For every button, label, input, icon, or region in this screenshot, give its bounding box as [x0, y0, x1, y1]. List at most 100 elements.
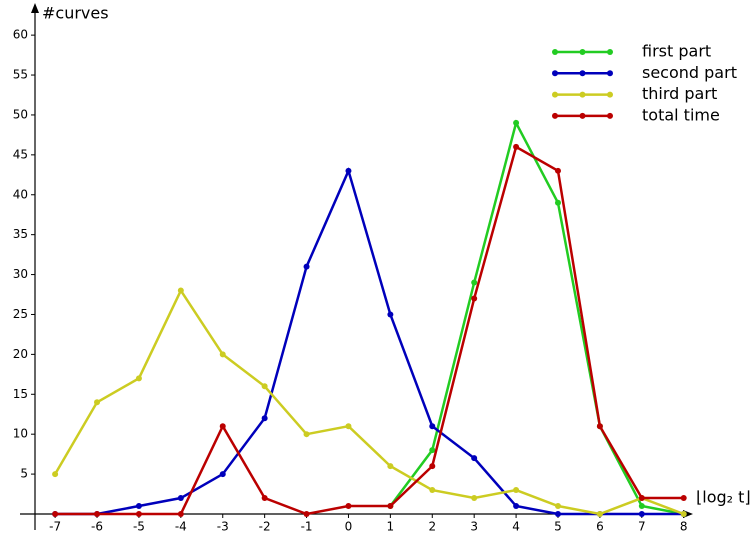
- data-point: [596, 423, 603, 430]
- data-point: [387, 311, 394, 318]
- data-point: [345, 423, 352, 430]
- legend-label: total time: [642, 105, 720, 124]
- data-point: [513, 119, 520, 126]
- data-point: [52, 471, 59, 478]
- data-point: [554, 511, 561, 517]
- legend-label: first part: [642, 42, 711, 61]
- data-point: [261, 495, 268, 502]
- x-tick-label: 6: [596, 520, 604, 534]
- legend-dot: [579, 70, 586, 77]
- data-point: [219, 351, 226, 358]
- data-point: [554, 503, 561, 510]
- data-point: [303, 511, 310, 517]
- data-point: [177, 511, 184, 517]
- x-tick-label: 4: [512, 520, 520, 534]
- x-tick-label: 8: [680, 520, 688, 534]
- data-point: [680, 495, 687, 502]
- y-axis-label: #curves: [42, 4, 109, 23]
- y-tick-label: 55: [13, 68, 28, 82]
- x-tick-label: 3: [470, 520, 478, 534]
- data-point: [219, 423, 226, 430]
- data-point: [177, 495, 184, 502]
- data-point: [135, 375, 142, 382]
- data-point: [345, 167, 352, 174]
- x-tick-label: -1: [301, 520, 313, 534]
- data-point: [429, 463, 436, 470]
- x-tick-label: -5: [133, 520, 145, 534]
- data-point: [638, 495, 645, 502]
- legend-dot: [607, 91, 613, 98]
- legend-dot: [552, 91, 558, 98]
- data-point: [261, 383, 268, 390]
- series-line: [389, 119, 684, 516]
- data-point: [554, 199, 561, 206]
- x-tick-label: 2: [428, 520, 436, 534]
- data-point: [554, 167, 561, 174]
- legend-dot: [607, 112, 613, 119]
- data-point: [471, 495, 478, 502]
- x-tick-label: -4: [175, 520, 187, 534]
- y-tick-label: 25: [13, 307, 28, 321]
- data-point: [638, 511, 645, 517]
- data-point: [429, 447, 436, 454]
- data-point: [638, 503, 645, 510]
- legend-dot: [607, 49, 613, 55]
- data-point: [135, 503, 142, 510]
- data-point: [135, 511, 142, 517]
- data-point: [513, 503, 520, 510]
- data-point: [429, 487, 436, 494]
- data-point: [471, 295, 478, 302]
- y-tick-label: 40: [13, 187, 28, 201]
- data-point: [303, 263, 310, 270]
- y-axis-arrow: [31, 3, 39, 13]
- y-tick-label: 60: [13, 28, 28, 42]
- x-tick-label: -7: [49, 520, 61, 534]
- data-point: [94, 511, 101, 517]
- data-point: [513, 487, 520, 494]
- legend-dot: [552, 49, 558, 55]
- x-tick-label: -6: [91, 520, 103, 534]
- data-point: [429, 423, 436, 430]
- data-point: [471, 279, 478, 286]
- legend-dot: [579, 112, 586, 119]
- legend-dot: [579, 91, 586, 98]
- data-point: [94, 399, 101, 406]
- y-tick-label: 35: [13, 227, 28, 241]
- x-tick-label: 5: [554, 520, 562, 534]
- y-tick-label: 45: [13, 147, 28, 161]
- y-tick-label: 50: [13, 107, 28, 121]
- data-point: [596, 511, 603, 517]
- series-line: [54, 287, 685, 516]
- x-tick-label: 0: [345, 520, 353, 534]
- data-point: [680, 511, 687, 517]
- x-tick-label: 7: [638, 520, 646, 534]
- legend-dot: [579, 49, 586, 55]
- legend-label: third part: [642, 84, 717, 103]
- y-tick-label: 30: [13, 267, 28, 281]
- x-axis-label: ⌊log₂ t⌋: [696, 488, 751, 507]
- data-point: [387, 463, 394, 470]
- data-point: [303, 431, 310, 438]
- legend-dot: [552, 112, 558, 119]
- data-point: [177, 287, 184, 294]
- data-point: [471, 455, 478, 462]
- legend-dot: [607, 70, 613, 77]
- y-tick-label: 5: [20, 467, 28, 481]
- x-tick-label: 1: [387, 520, 395, 534]
- series-line: [55, 144, 684, 516]
- data-point: [345, 503, 352, 510]
- data-point: [513, 143, 520, 150]
- data-point: [52, 511, 59, 517]
- legend-label: second part: [642, 63, 737, 82]
- x-tick-label: -2: [259, 520, 271, 534]
- y-tick-label: 20: [13, 347, 28, 361]
- y-tick-label: 10: [13, 427, 28, 441]
- data-point: [387, 503, 394, 510]
- x-tick-label: -3: [217, 520, 229, 534]
- data-point: [261, 415, 268, 422]
- y-tick-label: 15: [13, 387, 28, 401]
- data-point: [219, 471, 226, 478]
- legend-dot: [552, 70, 558, 77]
- series-line: [55, 167, 684, 516]
